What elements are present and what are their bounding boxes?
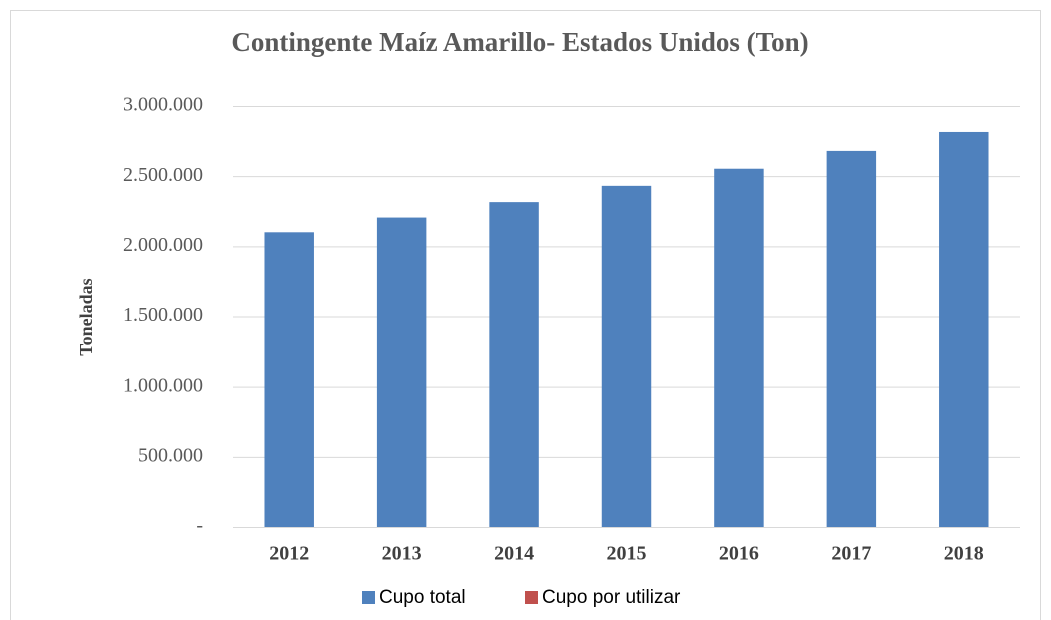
legend-swatch: [362, 591, 375, 604]
x-tick-label: 2017: [831, 543, 871, 565]
legend-label: Cupo por utilizar: [542, 587, 681, 608]
bar: [376, 217, 427, 527]
x-tick-label: 2014: [494, 543, 534, 565]
chart-frame: [10, 10, 1041, 620]
y-tick-label: 3.000.000: [123, 94, 203, 116]
legend-swatch: [525, 591, 538, 604]
y-tick-label: 2.500.000: [123, 164, 203, 186]
chart-title: Contingente Maíz Amarillo- Estados Unido…: [231, 27, 808, 57]
y-tick-label: 500.000: [138, 444, 203, 466]
x-tick-label: 2015: [607, 543, 647, 565]
x-tick-label: 2013: [382, 543, 422, 565]
bar: [939, 131, 989, 527]
y-axis-label: Toneladas: [76, 278, 96, 355]
y-tick-label: 1.000.000: [123, 374, 203, 396]
bar: [714, 168, 764, 527]
legend-label: Cupo total: [379, 587, 466, 608]
bar: [489, 202, 539, 527]
bar: [264, 232, 314, 528]
y-tick-label: 1.500.000: [123, 304, 203, 326]
y-tick-label: -: [196, 515, 203, 537]
bar: [601, 185, 652, 527]
x-tick-label: 2012: [269, 543, 309, 565]
x-tick-label: 2016: [719, 543, 759, 565]
bar: [826, 150, 877, 527]
x-tick-label: 2018: [944, 543, 984, 565]
y-tick-label: 2.000.000: [123, 234, 203, 256]
